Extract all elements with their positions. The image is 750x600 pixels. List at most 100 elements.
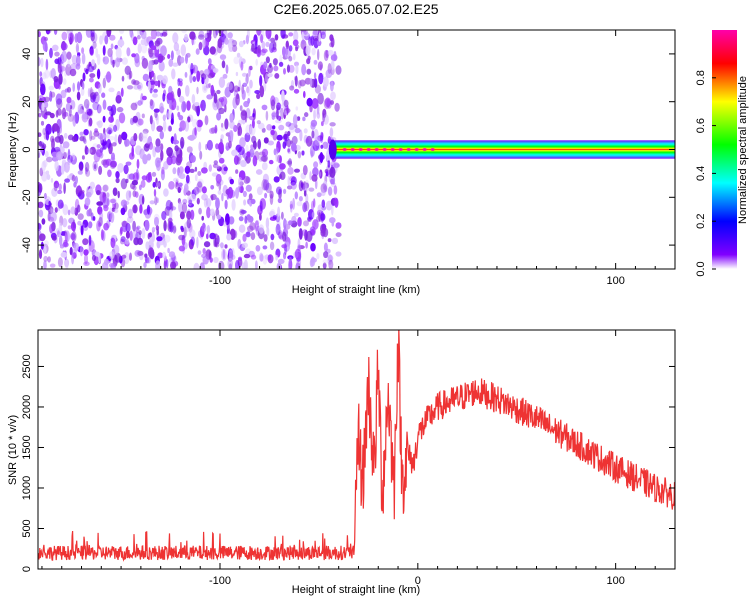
spectrogram-noise-blob bbox=[52, 123, 59, 132]
spectrogram-noise-blob bbox=[199, 150, 203, 160]
spectrogram-noise-blob bbox=[77, 81, 81, 92]
spectrogram-noise-blob bbox=[140, 30, 147, 40]
spectrogram-noise-blob bbox=[86, 209, 91, 217]
spectrogram-noise-blob bbox=[254, 220, 259, 232]
spectrogram-noise-blob bbox=[58, 134, 64, 145]
spectrogram-noise-blob bbox=[311, 130, 315, 139]
spectrogram-noise-blob bbox=[286, 160, 292, 165]
spectrogram-noise-blob bbox=[42, 40, 48, 52]
x-tick-label: -100 bbox=[209, 275, 231, 287]
spectrogram-noise-blob bbox=[129, 30, 133, 38]
spectrogram-noise-blob bbox=[186, 146, 193, 153]
spectrogram-noise-blob bbox=[240, 61, 244, 71]
spectrogram-noise-blob bbox=[232, 44, 238, 53]
spectrogram-noise-blob bbox=[133, 80, 140, 86]
spectrogram-noise-blob bbox=[187, 116, 191, 123]
spectrogram-noise-blob bbox=[196, 119, 203, 128]
spectrogram-noise-blob bbox=[81, 53, 86, 65]
spectrogram-noise-blob bbox=[259, 200, 263, 212]
colorbar-tick-label: 0.0 bbox=[695, 261, 707, 276]
spectrogram-noise-blob bbox=[81, 81, 85, 90]
spectrogram-noise-blob bbox=[216, 112, 222, 121]
spectrogram-noise-blob bbox=[178, 127, 183, 132]
spectrogram-noise-region bbox=[38, 30, 342, 269]
spectrogram-noise-blob bbox=[83, 249, 89, 256]
spectrogram-noise-blob bbox=[96, 201, 104, 206]
spectrogram-noise-blob bbox=[125, 161, 132, 166]
spectrogram-noise-blob bbox=[196, 86, 199, 95]
spectrogram-noise-blob bbox=[257, 122, 265, 130]
spectrogram-noise-blob bbox=[276, 262, 282, 269]
spectrogram-noise-blob bbox=[131, 53, 137, 58]
spectrogram-noise-blob bbox=[49, 47, 53, 59]
colorbar-tick-label: 0.6 bbox=[695, 118, 707, 133]
spectrogram-noise-blob bbox=[113, 124, 118, 132]
spectrogram-noise-blob bbox=[92, 101, 100, 111]
spectrogram-noise-blob bbox=[320, 189, 326, 197]
spectrogram-noise-blob bbox=[38, 56, 41, 67]
spectrogram-noise-blob bbox=[261, 148, 269, 157]
spectrogram-noise-blob bbox=[246, 214, 251, 221]
spectrogram-noise-blob bbox=[87, 87, 91, 98]
spectrogram-noise-blob bbox=[248, 65, 251, 77]
spectrogram-noise-blob bbox=[292, 114, 298, 126]
spectrogram-noise-blob bbox=[142, 128, 149, 134]
spectrogram-noise-blob bbox=[120, 87, 124, 98]
spectrogram-noise-blob bbox=[275, 150, 278, 162]
spectrogram-noise-blob bbox=[298, 196, 303, 202]
spectrogram-noise-blob bbox=[299, 79, 306, 87]
spectrogram-noise-blob bbox=[97, 105, 102, 113]
spectrogram-noise-blob bbox=[125, 231, 130, 239]
spectrogram-noise-blob bbox=[295, 46, 299, 52]
spectrogram-noise-blob bbox=[203, 198, 208, 208]
spectrogram-noise-blob bbox=[255, 58, 258, 66]
spectrogram-noise-blob bbox=[305, 193, 309, 204]
spectrogram-noise-blob bbox=[115, 171, 120, 179]
spectrogram-noise-blob bbox=[148, 247, 155, 259]
spectrogram-noise-blob bbox=[112, 59, 115, 68]
spectrogram-noise-blob bbox=[38, 249, 43, 259]
spectrogram-noise-blob bbox=[132, 185, 137, 191]
spectrogram-noise-blob bbox=[88, 221, 93, 229]
spectrogram-noise-blob bbox=[240, 209, 247, 214]
spectrogram-noise-blob bbox=[228, 134, 231, 142]
spectrogram-noise-blob bbox=[110, 43, 114, 50]
spectrogram-noise-blob bbox=[243, 253, 251, 259]
y-tick-label: -40 bbox=[21, 237, 33, 253]
spectrogram-noise-blob bbox=[137, 84, 142, 90]
spectrogram-noise-blob bbox=[148, 60, 153, 73]
spectrogram-x-axis-label: Height of straight line (km) bbox=[292, 284, 420, 296]
spectrogram-noise-blob bbox=[97, 222, 102, 228]
spectrogram-noise-blob bbox=[79, 131, 84, 136]
spectrogram-noise-blob bbox=[229, 249, 233, 261]
spectrogram-noise-blob bbox=[163, 220, 167, 232]
spectrogram-noise-blob bbox=[238, 79, 241, 91]
spectrogram-noise-blob bbox=[135, 145, 142, 156]
spectrogram-noise-blob bbox=[224, 37, 229, 45]
spectrogram-x-ticks: -100 100 bbox=[41, 30, 676, 287]
spectrogram-noise-blob bbox=[233, 85, 240, 93]
spectrogram-noise-blob bbox=[60, 66, 63, 76]
spectrogram-noise-blob bbox=[297, 217, 302, 227]
spectrogram-noise-blob bbox=[294, 168, 300, 173]
spectrogram-noise-blob bbox=[179, 149, 183, 159]
spectrogram-noise-blob bbox=[236, 52, 241, 58]
spectrogram-noise-blob bbox=[288, 220, 293, 226]
spectrogram-noise-blob bbox=[153, 88, 158, 93]
spectrogram-noise-blob bbox=[313, 161, 319, 169]
spectrogram-noise-blob bbox=[266, 226, 270, 237]
spectrogram-noise-blob bbox=[302, 202, 308, 213]
spectrogram-noise-blob bbox=[265, 217, 270, 229]
spectrogram-noise-blob bbox=[154, 40, 161, 47]
spectrogram-noise-blob bbox=[218, 182, 222, 191]
spectrogram-noise-blob bbox=[256, 30, 262, 36]
spectrogram-noise-blob bbox=[320, 144, 324, 149]
spectrogram-noise-blob bbox=[141, 195, 145, 205]
spectrogram-noise-blob bbox=[57, 57, 61, 65]
spectrogram-noise-blob bbox=[154, 196, 158, 206]
spectrogram-noise-blob bbox=[169, 221, 174, 233]
spectrogram-noise-blob bbox=[115, 95, 122, 104]
spectrogram-noise-blob bbox=[85, 191, 92, 198]
spectrogram-noise-blob bbox=[320, 31, 327, 40]
spectrogram-noise-blob bbox=[224, 118, 229, 130]
